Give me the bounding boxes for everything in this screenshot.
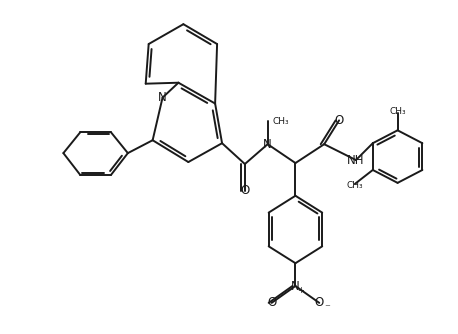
Text: N: N [263,138,272,151]
Text: ⁻: ⁻ [324,303,330,313]
Text: CH₃: CH₃ [389,108,406,117]
Text: N: N [291,280,300,293]
Text: O: O [334,114,344,127]
Text: O: O [240,184,250,197]
Text: N: N [158,91,167,104]
Text: O: O [315,296,324,309]
Text: CH₃: CH₃ [347,181,363,190]
Text: CH₃: CH₃ [273,117,289,126]
Text: O: O [267,296,276,309]
Text: NH: NH [347,154,365,167]
Text: +: + [297,287,304,296]
